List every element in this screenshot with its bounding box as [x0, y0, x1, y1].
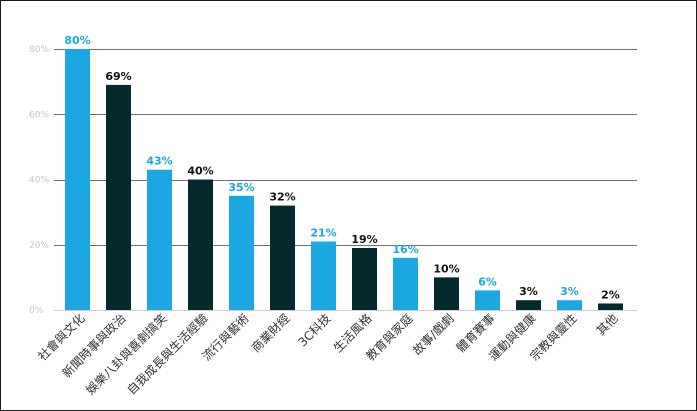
data-label: 3%	[519, 285, 538, 298]
data-label: 43%	[146, 155, 172, 168]
y-axis-ticks: 0% 20% 40% 60% 80%	[29, 45, 49, 316]
bar	[434, 277, 459, 310]
value-labels: 80% 69% 43% 40% 35% 32% 21% 19% 16% 10% 6% 3% 3% 2%	[64, 34, 620, 301]
bar	[557, 300, 582, 310]
data-label: 32%	[269, 191, 295, 204]
bar	[106, 84, 131, 310]
bars	[65, 49, 623, 310]
bar	[598, 303, 623, 310]
data-label: 69%	[105, 70, 131, 83]
bar	[188, 179, 213, 310]
y-tick-label: 0%	[29, 306, 44, 316]
y-tick-label: 20%	[29, 241, 49, 251]
data-label: 40%	[187, 165, 213, 178]
category-label: 故事/戲劇	[409, 311, 456, 358]
bar	[516, 300, 541, 310]
category-label: 商業財經	[248, 311, 293, 356]
data-label: 6%	[478, 275, 497, 288]
category-label: 自我成長與生活經驗	[124, 311, 210, 397]
bar	[352, 248, 377, 310]
bar	[270, 205, 295, 310]
data-label: 10%	[433, 262, 459, 275]
bar	[393, 257, 418, 310]
category-label: 3C科技	[295, 311, 333, 349]
y-tick-label: 40%	[29, 176, 49, 186]
data-label: 3%	[560, 285, 579, 298]
data-label: 80%	[64, 34, 90, 47]
data-label: 19%	[351, 233, 377, 246]
bar	[229, 195, 254, 310]
data-label: 2%	[601, 288, 620, 301]
data-label: 16%	[392, 243, 418, 256]
y-tick-label: 60%	[29, 110, 49, 120]
grid-lines	[54, 49, 637, 311]
bar	[147, 169, 172, 310]
category-label: 其他	[594, 311, 621, 338]
data-label: 21%	[310, 226, 336, 239]
bar	[311, 241, 336, 310]
bar	[65, 49, 90, 310]
bar	[475, 290, 500, 310]
data-label: 35%	[228, 181, 254, 194]
y-tick-label: 80%	[29, 45, 49, 55]
